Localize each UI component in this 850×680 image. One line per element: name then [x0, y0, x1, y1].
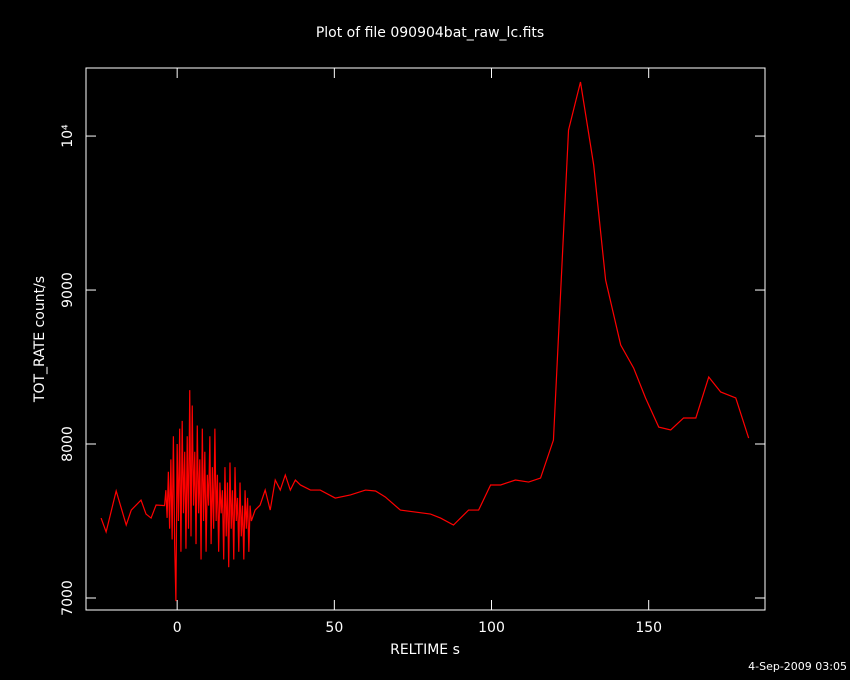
x-tick-label: 100 — [478, 620, 505, 636]
x-tick-label: 150 — [635, 620, 662, 636]
y-tick-label: 7000 — [60, 580, 76, 616]
data-line — [100, 81, 750, 602]
plot-frame — [85, 67, 766, 611]
x-axis-label: RELTIME s — [390, 642, 460, 658]
y-tick-label: 9000 — [60, 272, 76, 308]
y-axis-label: TOT_RATE count/s — [32, 276, 48, 403]
x-tick-label: 50 — [325, 620, 343, 636]
y-tick-label: 8000 — [60, 426, 76, 462]
timestamp: 4-Sep-2009 03:05 — [748, 660, 847, 673]
x-tick-label: 0 — [173, 620, 182, 636]
chart-title: Plot of file 090904bat_raw_lc.fits — [316, 25, 544, 41]
y-tick-label: 10⁴ — [60, 124, 76, 148]
